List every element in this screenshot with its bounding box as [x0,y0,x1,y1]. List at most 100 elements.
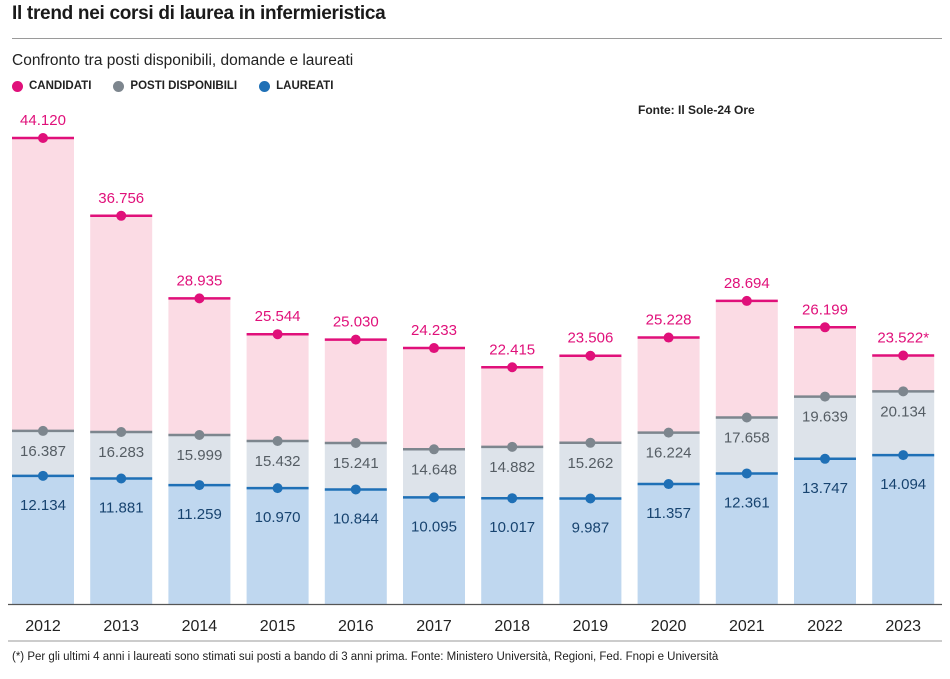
x-tick-label-2014: 2014 [182,618,218,635]
point-posti-disponibili-2012 [38,425,48,436]
point-posti-disponibili-2015 [272,436,283,447]
label-laureati-2017: 10.095 [411,518,457,535]
label-candidati-2020: 25.228 [646,312,692,329]
point-posti-disponibili-2018 [507,441,518,452]
label-posti-disponibili-2023: 20.134 [880,403,926,420]
bar-laureati-2020 [637,484,700,604]
label-posti-disponibili-2022: 19.639 [802,409,848,426]
label-laureati-2013: 11.881 [99,500,144,517]
label-candidati-2023: 23.522* [877,330,929,347]
label-posti-disponibili-2013: 16.283 [98,444,144,461]
bar-candidati-2014 [168,298,231,436]
legend-item-posti-disponibili: POSTI DISPONIBILI [113,80,237,92]
point-laureati-2013 [116,473,127,484]
point-candidati-2017 [429,343,439,354]
label-candidati-2017: 24.233 [411,322,457,339]
bar-candidati-2013 [90,215,153,433]
point-candidati-2022 [820,322,830,333]
point-laureati-2021 [741,468,752,479]
legend-marker-candidati [12,80,23,92]
point-posti-disponibili-2023 [898,386,909,397]
bar-candidati-2012 [12,138,74,431]
label-laureati-2023: 14.094 [880,476,926,493]
point-candidati-2018 [507,362,518,373]
x-tick-label-2012: 2012 [25,618,61,635]
x-tick-label-2021: 2021 [729,618,765,635]
label-laureati-2015: 10.970 [255,509,301,526]
point-candidati-2023 [898,350,909,361]
bar-posti-disponibili-2015 [246,441,309,489]
label-laureati-2019: 9.987 [572,520,610,537]
bar-posti-disponibili-2019 [559,442,622,499]
point-laureati-2016 [350,484,361,495]
bar-posti-disponibili-2016 [324,443,387,490]
title-divider [12,38,942,39]
label-posti-disponibili-2021: 17.658 [724,429,770,446]
point-posti-disponibili-2017 [429,444,439,455]
bar-posti-disponibili-2012 [12,430,74,476]
bar-laureati-2013 [90,478,153,604]
bar-laureati-2021 [715,473,778,604]
chart-subtitle: Confronto tra posti disponibili, domande… [12,52,354,69]
bar-posti-disponibili-2018 [481,446,544,499]
bar-posti-disponibili-2021 [715,417,778,474]
point-posti-disponibili-2020 [663,427,674,438]
label-laureati-2020: 11.357 [646,505,691,522]
bar-laureati-2016 [324,489,387,604]
label-candidati-2018: 22.415 [489,341,535,358]
bar-candidati-2015 [246,334,309,442]
point-candidati-2016 [350,334,361,345]
bar-candidati-2016 [324,339,387,444]
point-laureati-2020 [663,479,674,490]
label-laureati-2014: 11.259 [177,506,222,523]
label-candidati-2014: 28.935 [176,272,222,289]
label-laureati-2022: 13.747 [802,480,848,497]
point-candidati-2012 [38,133,48,143]
point-posti-disponibili-2022 [820,391,830,402]
label-posti-disponibili-2018: 14.882 [489,459,535,476]
label-candidati-2015: 25.544 [255,308,301,325]
label-posti-disponibili-2015: 15.432 [255,453,301,470]
label-laureati-2021: 12.361 [724,494,770,511]
legend-label-laureati: LAUREATI [276,80,334,92]
x-tick-label-2017: 2017 [416,618,452,635]
point-candidati-2020 [663,332,674,343]
x-tick-label-2022: 2022 [807,618,843,635]
label-laureati-2018: 10.017 [489,519,535,536]
source-note: Fonte: Il Sole-24 Ore [638,103,755,117]
point-candidati-2021 [741,295,752,306]
point-posti-disponibili-2014 [194,430,205,441]
label-posti-disponibili-2020: 16.224 [646,445,692,462]
point-candidati-2013 [116,210,127,221]
bar-laureati-2015 [246,488,309,604]
label-candidati-2013: 36.756 [98,190,144,207]
bar-candidati-2020 [637,337,700,433]
point-laureati-2012 [38,470,48,481]
point-laureati-2017 [429,492,439,503]
legend-item-candidati: CANDIDATI [12,80,91,92]
legend-item-laureati: LAUREATI [259,80,333,92]
point-laureati-2019 [585,493,596,504]
bar-laureati-2019 [559,498,622,604]
bar-candidati-2019 [559,355,622,443]
bar-candidati-2021 [715,300,778,418]
legend-marker-posti-disponibili [113,80,125,92]
bar-posti-disponibili-2023 [872,391,935,456]
bar-laureati-2018 [481,498,544,604]
legend: CANDIDATI POSTI DISPONIBILI LAUREATI [12,80,333,92]
bar-candidati-2018 [481,367,544,447]
bar-candidati-2023 [872,355,935,392]
label-posti-disponibili-2017: 14.648 [411,461,457,478]
point-candidati-2014 [194,293,205,304]
x-tick-label-2023: 2023 [885,618,921,635]
bar-chart: 44.120 16.387 12.134 2012 36.756 16.283 11.881… [8,112,942,642]
label-candidati-2021: 28.694 [724,275,770,292]
bar-laureati-2017 [403,497,465,604]
bar-laureati-2022 [794,458,856,604]
point-laureati-2015 [272,483,283,494]
label-laureati-2012: 12.134 [20,497,66,514]
label-candidati-2019: 23.506 [567,330,613,347]
point-candidati-2019 [585,350,596,361]
bar-candidati-2017 [403,348,465,450]
label-posti-disponibili-2019: 15.262 [567,455,613,472]
